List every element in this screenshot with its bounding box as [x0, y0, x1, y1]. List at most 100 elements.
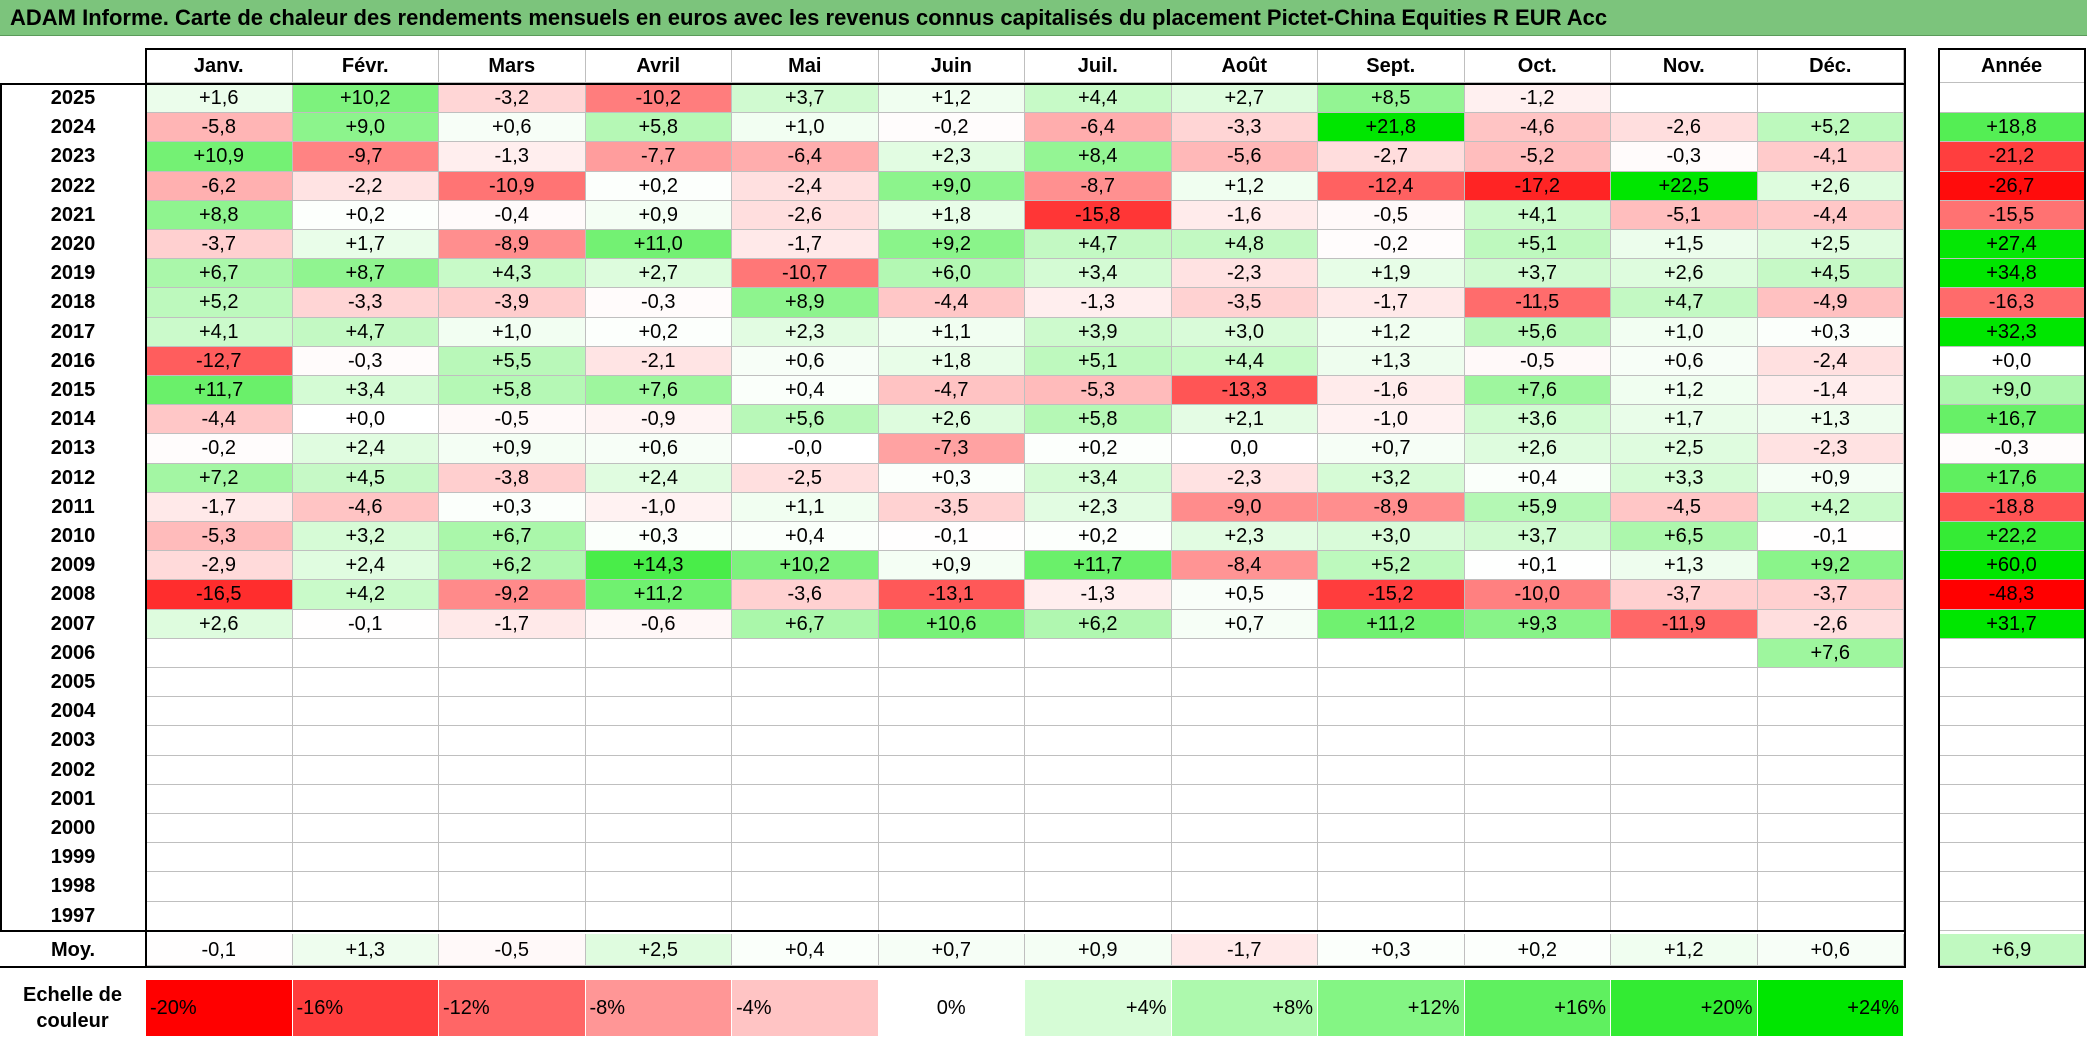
year-label: 2013 — [50, 437, 96, 460]
heatmap-cell: -0,3 — [1611, 142, 1758, 172]
heatmap-cell — [732, 697, 879, 727]
annual-cell — [1939, 755, 2085, 785]
heatmap-cell: -5,8 — [146, 113, 293, 143]
year-label: 2000 — [50, 817, 96, 839]
year-label: 2021 — [50, 203, 96, 226]
heatmap-cell: +5,6 — [1464, 317, 1611, 347]
heatmap-cell: +10,2 — [732, 551, 879, 581]
heatmap-cell — [1171, 638, 1318, 668]
heatmap-cell: -0,2 — [878, 113, 1025, 143]
heatmap-cell: +8,7 — [292, 259, 439, 289]
heatmap-cell: -2,5 — [732, 463, 879, 493]
heatmap-cell — [1171, 668, 1318, 698]
annual-cell — [1939, 84, 2085, 114]
legend-swatch: +12% — [1318, 980, 1465, 1036]
heatmap-cell: +0,6 — [1611, 346, 1758, 376]
heatmap-cell — [1025, 872, 1172, 902]
heatmap-cell: +3,7 — [1464, 522, 1611, 552]
heatmap-cell: +5,6 — [732, 405, 879, 435]
month-header: Avril — [585, 50, 732, 83]
heatmap-cell: +0,9 — [439, 434, 586, 464]
legend-label: Echelle de couleur — [23, 984, 122, 1032]
heatmap-cell — [1464, 814, 1611, 844]
year-label: 2006 — [50, 641, 96, 664]
heatmap-cell: -1,0 — [585, 492, 732, 522]
heatmap-cell: -2,1 — [585, 346, 732, 376]
annual-cell — [1939, 638, 2085, 668]
heatmap-cell — [878, 784, 1025, 814]
annual-cell — [1939, 814, 2085, 844]
heatmap-cell — [732, 755, 879, 785]
heatmap-cell: +1,8 — [878, 200, 1025, 230]
year-label: 2014 — [50, 408, 96, 431]
heatmap-cell: -0,2 — [146, 434, 293, 464]
heatmap-cell — [146, 872, 293, 902]
heatmap-cell — [292, 755, 439, 785]
heatmap-cell: +2,3 — [1171, 522, 1318, 552]
heatmap-cell: +7,6 — [585, 376, 732, 406]
annual-cell — [1939, 872, 2085, 902]
heatmap-cell: +1,1 — [878, 317, 1025, 347]
heatmap-cell: +7,6 — [1757, 638, 1904, 668]
annual-cell: +34,8 — [1939, 259, 2085, 289]
heatmap-cell — [1464, 638, 1611, 668]
annual-cell: -0,3 — [1939, 434, 2085, 464]
heatmap-cell: +11,0 — [585, 230, 732, 260]
heatmap-cell: -15,2 — [1318, 580, 1465, 610]
heatmap-cell — [1757, 784, 1904, 814]
heatmap-cell: +5,2 — [146, 288, 293, 318]
heatmap-cell: +1,0 — [439, 317, 586, 347]
year-label: 2010 — [50, 525, 96, 547]
heatmap-cell: +2,6 — [1757, 171, 1904, 201]
heatmap-cell — [439, 638, 586, 668]
heatmap-cell: +5,9 — [1464, 492, 1611, 522]
heatmap-cell: +0,3 — [585, 522, 732, 552]
heatmap-cell: +9,3 — [1464, 609, 1611, 639]
year-label: 2002 — [50, 758, 96, 781]
heatmap-cell: +3,6 — [1464, 405, 1611, 435]
heatmap-cell: -10,7 — [732, 259, 879, 289]
heatmap-cell: -2,6 — [1611, 113, 1758, 143]
heatmap-cell: +1,5 — [1611, 230, 1758, 260]
heatmap-cell: +10,2 — [292, 84, 439, 114]
heatmap-cell: +1,3 — [1611, 551, 1758, 581]
month-header: Mars — [439, 50, 586, 83]
heatmap-cell — [292, 726, 439, 756]
heatmap-cell: +2,6 — [1611, 259, 1758, 289]
average-cell: +0,2 — [1464, 934, 1611, 966]
annual-cell: +18,8 — [1939, 113, 2085, 143]
heatmap-cell — [146, 726, 293, 756]
heatmap-cell: +2,3 — [732, 317, 879, 347]
heatmap-cell: +7,6 — [1464, 376, 1611, 406]
heatmap-cell: -3,3 — [1171, 113, 1318, 143]
legend-swatch: -4% — [732, 980, 879, 1036]
heatmap-cell — [292, 638, 439, 668]
heatmap-cell: -3,9 — [439, 288, 586, 318]
heatmap-cell: -3,5 — [878, 492, 1025, 522]
heatmap-cell: +7,2 — [146, 463, 293, 493]
heatmap-cell: -1,7 — [146, 492, 293, 522]
heatmap-cell: -4,6 — [292, 492, 439, 522]
heatmap-cell: +11,2 — [1318, 609, 1465, 639]
heatmap-cell: +4,7 — [1025, 230, 1172, 260]
heatmap-cell: -0,3 — [292, 346, 439, 376]
annual-cell: -16,3 — [1939, 288, 2085, 318]
heatmap-cell: +4,2 — [1757, 492, 1904, 522]
heatmap-cell: +3,7 — [1464, 259, 1611, 289]
year-label: 2017 — [50, 320, 96, 343]
annual-cell: +60,0 — [1939, 551, 2085, 581]
heatmap-cell: +0,3 — [439, 492, 586, 522]
heatmap-cell: +0,3 — [1757, 317, 1904, 347]
heatmap-cell — [439, 755, 586, 785]
heatmap-cell: +4,4 — [1171, 346, 1318, 376]
heatmap-cell: -0,6 — [585, 609, 732, 639]
heatmap-cell: +8,4 — [1025, 142, 1172, 172]
year-label: 2009 — [50, 554, 96, 577]
heatmap-cell — [1611, 638, 1758, 668]
heatmap-cell: +0,9 — [878, 551, 1025, 581]
heatmap-cell: -0,5 — [1318, 200, 1465, 230]
heatmap-cell: +3,4 — [1025, 463, 1172, 493]
heatmap-cell: -9,7 — [292, 142, 439, 172]
heatmap-cell: -16,5 — [146, 580, 293, 610]
year-label: 2005 — [50, 671, 96, 693]
